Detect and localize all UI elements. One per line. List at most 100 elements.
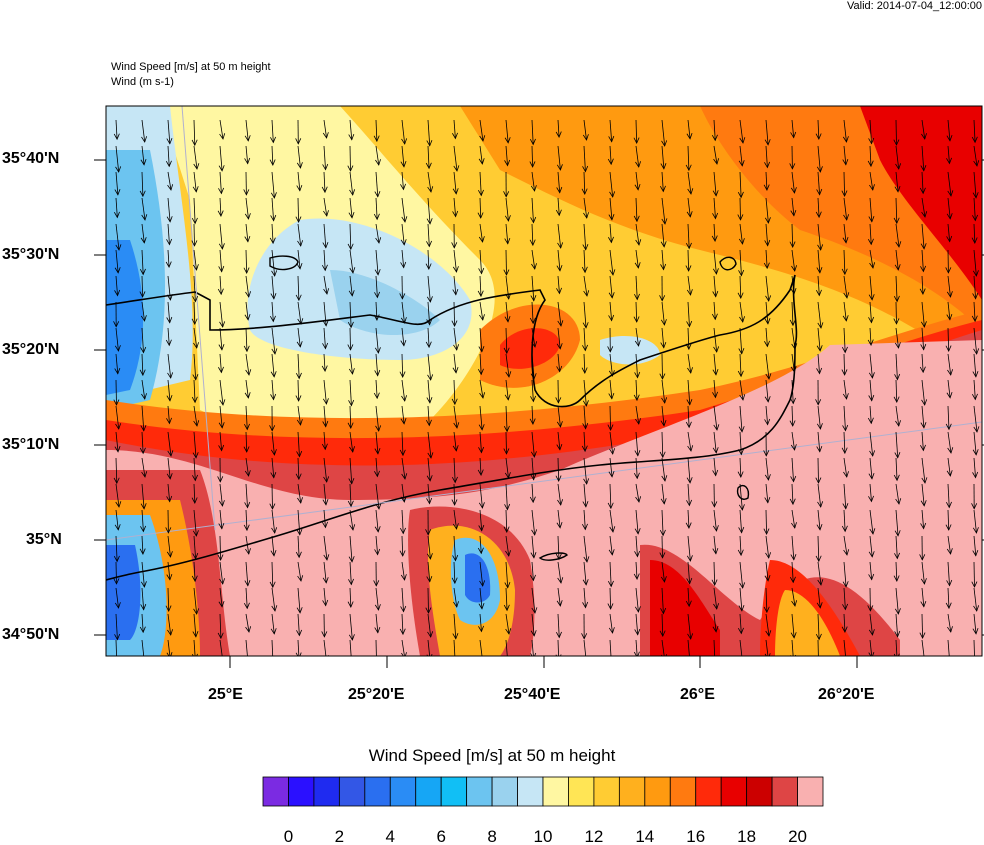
wind-arrow-shaft: [713, 327, 718, 353]
wind-arrow-shaft: [765, 275, 770, 302]
wind-arrow-shaft: [791, 431, 795, 451]
wind-arrow-shaft: [505, 509, 508, 533]
wind-arrow-head: [401, 473, 408, 480]
wind-arrow-head: [193, 163, 200, 170]
wind-arrow-shaft: [583, 249, 586, 273]
wind-arrow-shaft: [921, 587, 925, 607]
wind-arrow-head: [531, 607, 538, 614]
wind-arrow-shaft: [947, 327, 950, 352]
wind-arrow-head: [479, 135, 486, 142]
wind-arrow-head: [635, 418, 641, 425]
wind-arrow-shaft: [921, 457, 926, 484]
wind-arrow-head: [555, 397, 562, 404]
wind-arrow-head: [193, 608, 200, 615]
wind-arrow-shaft: [765, 145, 768, 168]
wind-arrow-shaft: [141, 197, 146, 221]
wind-arrow-head: [296, 450, 303, 458]
wind-arrow-head: [400, 418, 407, 425]
wind-arrow-shaft: [115, 197, 118, 218]
lon-label-26: 26°E: [680, 686, 715, 703]
wind-arrow-head: [556, 265, 563, 272]
wind-arrow-head: [166, 473, 173, 480]
wind-arrow-shaft: [869, 197, 873, 222]
wind-arrow-head: [140, 603, 147, 611]
wind-arrow-shaft: [453, 405, 458, 429]
wind-arrow-head: [713, 346, 720, 353]
wind-arrow-shaft: [557, 639, 559, 656]
wind-arrow-shaft: [687, 457, 691, 483]
wind-arrow-head: [583, 212, 589, 219]
wind-arrow-shaft: [973, 353, 977, 377]
wind-arrow-head: [946, 470, 953, 477]
wind-arrow-shaft: [505, 639, 508, 656]
wind-arrow-shaft: [531, 457, 535, 480]
wind-arrow-head: [556, 443, 563, 451]
wind-arrow-shaft: [635, 405, 640, 425]
wind-arrow-head: [763, 184, 770, 191]
wind-arrow-head: [764, 396, 771, 403]
wind-arrow-head: [218, 187, 225, 195]
wind-arrow-head: [244, 392, 251, 399]
wind-arrow-head: [191, 217, 198, 225]
wind-arrow-head: [375, 503, 382, 510]
wind-arrow-head: [296, 184, 303, 192]
wind-arrow-shaft: [765, 379, 769, 402]
wind-arrow-head: [660, 607, 667, 615]
wind-arrow-head: [244, 235, 251, 243]
wind-arrow-shaft: [349, 119, 353, 140]
wind-arrow-shaft: [739, 197, 741, 220]
wind-arrow-shaft: [141, 353, 144, 376]
wind-arrow-head: [608, 627, 615, 634]
wind-arrow-shaft: [635, 379, 638, 401]
wind-arrow-shaft: [115, 405, 120, 430]
wind-arrow-shaft: [479, 119, 484, 142]
wind-arrow-head: [295, 372, 302, 380]
wind-arrow-shaft: [297, 405, 301, 426]
wind-arrow-head: [270, 393, 277, 401]
wind-arrow-head: [167, 372, 174, 379]
wind-arrow-head: [244, 314, 251, 321]
wind-arrow-head: [867, 417, 874, 425]
wind-arrow-head: [270, 550, 277, 557]
wind-arrow-shaft: [401, 353, 404, 378]
wind-arrow-shaft: [817, 327, 821, 351]
wind-arrow-head: [582, 422, 589, 430]
wind-arrow-head: [400, 605, 407, 613]
wind-arrow-head: [659, 185, 666, 193]
wind-arrow-head: [322, 499, 329, 506]
wind-arrow-head: [426, 140, 433, 147]
wind-arrow-head: [581, 266, 588, 274]
wind-arrow-head: [712, 547, 719, 555]
wind-arrow-shaft: [453, 197, 457, 217]
wind-arrow-head: [661, 140, 668, 147]
wind-arrow-head: [894, 552, 900, 560]
wind-arrow-head: [581, 523, 588, 531]
wind-arrow-shaft: [245, 223, 249, 242]
wind-arrow-shaft: [479, 353, 482, 375]
wind-arrow-shaft: [609, 119, 613, 142]
wind-arrow-shaft: [271, 613, 275, 634]
wind-arrow-head: [791, 265, 798, 272]
wind-arrow-head: [737, 214, 744, 221]
wind-arrow-shaft: [791, 509, 796, 529]
wind-arrow-head: [556, 631, 562, 639]
wind-arrow-head: [347, 165, 354, 172]
wind-arrow-head: [452, 188, 459, 195]
wind-arrow-shaft: [791, 275, 795, 294]
wind-arrow-head: [296, 529, 303, 536]
wind-arrow-shaft: [167, 457, 171, 479]
wind-arrow-shaft: [427, 379, 431, 403]
wind-arrow-shaft: [505, 275, 510, 300]
wind-arrow-head: [685, 600, 692, 608]
wind-arrow-head: [425, 529, 432, 536]
wind-arrow-shaft: [557, 535, 560, 560]
wind-arrow-head: [531, 529, 538, 536]
wind-arrow-head: [427, 631, 434, 638]
wind-arrow-shaft: [323, 483, 327, 505]
wind-arrow-head: [322, 521, 328, 529]
wind-arrow-head: [815, 289, 822, 297]
wind-arrow-head: [270, 628, 277, 635]
wind-arrow-shaft: [817, 223, 822, 251]
wind-arrow-head: [763, 606, 770, 614]
wind-arrow-shaft: [947, 613, 952, 633]
